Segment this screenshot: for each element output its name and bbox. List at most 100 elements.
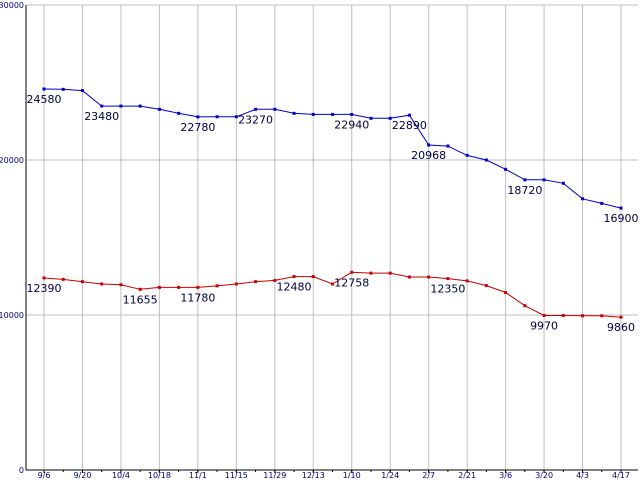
data-point <box>427 143 431 147</box>
data-point <box>581 314 585 318</box>
y-tick-label: 20000 <box>0 156 24 165</box>
data-point <box>119 283 123 287</box>
data-point <box>311 112 315 116</box>
data-point <box>292 275 296 279</box>
data-label: 12350 <box>430 283 465 296</box>
data-point <box>619 206 623 210</box>
data-point <box>581 197 585 201</box>
data-point <box>196 285 200 289</box>
data-point <box>446 277 450 281</box>
chart-series <box>42 87 623 319</box>
data-point <box>254 107 258 111</box>
data-point <box>600 201 604 205</box>
data-label: 9860 <box>607 321 635 334</box>
data-label: 22940 <box>334 118 369 131</box>
x-tick-label: 10/4 <box>112 471 130 480</box>
data-point <box>196 115 200 119</box>
data-label: 22780 <box>180 121 215 134</box>
data-label: 24580 <box>27 93 62 106</box>
data-point <box>138 104 142 108</box>
data-point <box>561 181 565 185</box>
chart-axes <box>25 5 638 473</box>
data-point <box>504 291 508 295</box>
data-point <box>100 104 104 108</box>
data-point <box>484 158 488 162</box>
x-tick-label: 4/17 <box>612 471 630 480</box>
data-point <box>61 87 65 91</box>
x-tick-label: 11/29 <box>263 471 286 480</box>
y-tick-label: 30000 <box>0 1 24 10</box>
y-tick-label: 10000 <box>0 311 24 320</box>
x-tick-label: 2/21 <box>458 471 476 480</box>
x-tick-label: 10/18 <box>148 471 171 480</box>
data-point <box>484 284 488 288</box>
data-label: 12480 <box>277 281 312 294</box>
data-point <box>369 271 373 275</box>
data-point <box>427 275 431 279</box>
data-point <box>119 104 123 108</box>
data-point <box>523 178 527 182</box>
data-point <box>542 178 546 182</box>
data-point <box>542 313 546 317</box>
data-label: 9970 <box>530 319 558 332</box>
data-point <box>138 287 142 291</box>
x-tick-label: 11/15 <box>225 471 248 480</box>
data-point <box>157 285 161 289</box>
data-point <box>215 284 219 288</box>
data-point <box>177 111 181 115</box>
data-point <box>273 107 277 111</box>
data-point <box>157 107 161 111</box>
data-point <box>254 280 258 284</box>
x-tick-label: 1/10 <box>343 471 361 480</box>
data-point <box>42 276 46 280</box>
data-point <box>388 116 392 120</box>
data-point <box>331 282 334 286</box>
x-tick-label: 4/3 <box>576 471 589 480</box>
x-tick-label: 9/6 <box>38 471 51 480</box>
x-tick-label: 3/6 <box>499 471 512 480</box>
data-point <box>311 275 315 279</box>
data-point <box>80 89 84 93</box>
data-point <box>446 144 450 148</box>
data-label: 16900 <box>604 212 639 225</box>
data-point <box>369 116 373 120</box>
data-point <box>350 112 354 116</box>
data-point <box>619 315 623 319</box>
data-point <box>234 282 238 286</box>
x-axis-ticks: 9/6 9/20 10/4 10/18 11/1 11/15 11/29 12/13 1/10 1… <box>38 471 630 480</box>
data-labels: 24580 23480 22780 23270 22940 22890 20968 18720… <box>27 93 639 334</box>
data-point <box>523 304 527 308</box>
y-tick-label: 0 <box>19 466 24 475</box>
chart-grid <box>26 4 638 470</box>
data-point <box>407 275 411 279</box>
data-point <box>407 113 411 117</box>
x-tick-label: 12/13 <box>302 471 325 480</box>
data-label: 18720 <box>507 184 542 197</box>
data-point <box>350 270 354 274</box>
data-point <box>100 282 104 286</box>
data-point <box>504 167 508 171</box>
data-point <box>465 279 469 283</box>
x-tick-label: 3/20 <box>535 471 553 480</box>
x-tick-label: 1/24 <box>381 471 399 480</box>
y-axis-ticks: 30000 20000 10000 0 <box>0 1 24 475</box>
data-point <box>234 115 238 119</box>
data-label: 23270 <box>238 113 273 126</box>
data-point <box>215 115 219 119</box>
x-tick-label: 2/7 <box>422 471 435 480</box>
x-tick-label: 11/1 <box>189 471 207 480</box>
data-point <box>561 313 565 317</box>
data-point <box>388 271 392 275</box>
x-tick-label: 9/20 <box>73 471 91 480</box>
data-point <box>61 277 65 281</box>
data-point <box>600 314 604 318</box>
data-point <box>331 112 334 116</box>
data-point <box>177 285 181 289</box>
data-point <box>42 87 46 91</box>
data-label: 11655 <box>123 293 158 306</box>
data-label: 12758 <box>334 276 369 289</box>
data-label: 23480 <box>84 110 119 123</box>
data-point <box>80 280 84 284</box>
data-point <box>465 153 469 157</box>
